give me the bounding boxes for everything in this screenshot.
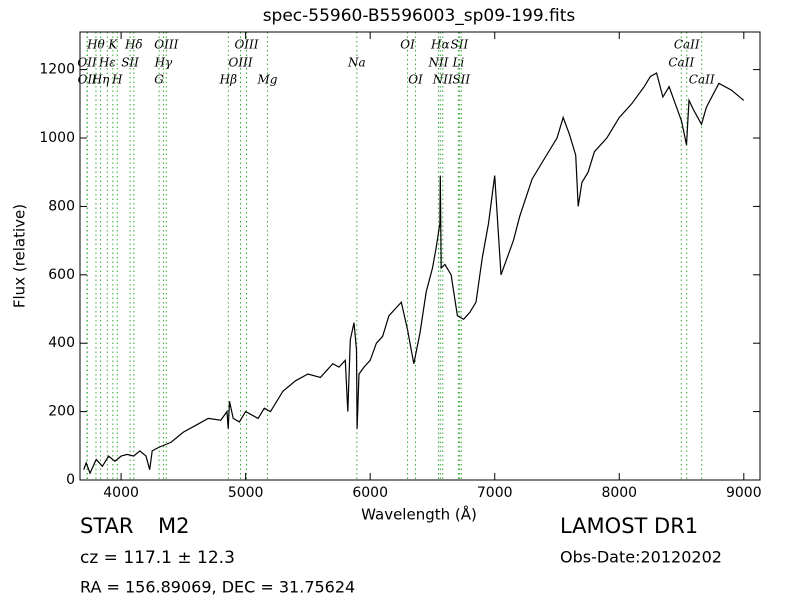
x-tick-label: 9000 <box>726 485 762 501</box>
spectral-line-label: CaII <box>668 56 694 70</box>
x-tick-label: 5000 <box>228 485 264 501</box>
spectral-line-label: Na <box>347 56 366 70</box>
spectral-line-label: OIII <box>154 38 178 52</box>
spectral-line-label: OI <box>400 38 415 52</box>
spectral-line-label: CaII <box>689 73 715 87</box>
spectral-line-label: SII <box>121 56 139 70</box>
spectral-line-label: Mg <box>256 73 277 87</box>
spectral-line-label: OIII <box>229 56 253 70</box>
spectral-line-label: Hγ <box>154 56 173 70</box>
x-tick-label: 4000 <box>103 485 139 501</box>
spectral-line-label: Hη <box>91 73 110 87</box>
spectral-line-label: Hε <box>98 56 116 70</box>
y-tick-label: 1000 <box>39 130 75 146</box>
obs-date: Obs-Date:20120202 <box>560 548 722 567</box>
spectral-line-label: NII <box>427 56 448 70</box>
x-tick-label: 8000 <box>601 485 637 501</box>
y-tick-label: 200 <box>48 404 75 420</box>
x-tick-label: 6000 <box>352 485 388 501</box>
spectral-line-label: OII <box>78 73 98 87</box>
y-axis-label: Flux (relative) <box>11 204 29 308</box>
spectral-line-label: SII <box>452 73 470 87</box>
y-tick-label: 600 <box>48 267 75 283</box>
survey: LAMOST DR1 <box>560 514 698 538</box>
spectral-line-label: OII <box>77 56 97 70</box>
spectral-line-label: Hα <box>430 38 450 52</box>
subclass: M2 <box>158 514 189 538</box>
spectral-line-label: Hθ <box>86 38 105 52</box>
spectral-line-label: CaII <box>674 38 700 52</box>
plot-frame <box>79 31 761 481</box>
spectral-line-label: Hβ <box>219 73 237 87</box>
y-tick-label: 1200 <box>39 62 75 78</box>
y-tick-label: 0 <box>66 472 75 488</box>
object-class: STAR <box>80 514 133 538</box>
chart-title: spec-55960-B5596003_sp09-199.fits <box>263 6 576 26</box>
y-tick-label: 400 <box>48 335 75 351</box>
spectral-line-label: NII <box>432 73 453 87</box>
x-tick-label: 7000 <box>477 485 513 501</box>
spectrum-line <box>83 72 745 475</box>
x-axis-label: Wavelength (Å) <box>361 505 477 524</box>
spectral-line-label: OI <box>408 73 423 87</box>
coordinates: RA = 156.89069, DEC = 31.75624 <box>80 578 355 597</box>
redshift: cz = 117.1 ± 12.3 <box>80 548 235 568</box>
spectral-line-label: K <box>107 38 118 52</box>
spectral-line-label: Hδ <box>124 38 143 52</box>
spectral-line-label: OIII <box>234 38 258 52</box>
y-tick-label: 800 <box>48 198 75 214</box>
spectral-line-label: G <box>154 73 164 87</box>
spectral-line-label: SII <box>451 38 469 52</box>
spectral-line-label: H <box>111 73 123 87</box>
spectral-line-label: Li <box>451 56 464 70</box>
